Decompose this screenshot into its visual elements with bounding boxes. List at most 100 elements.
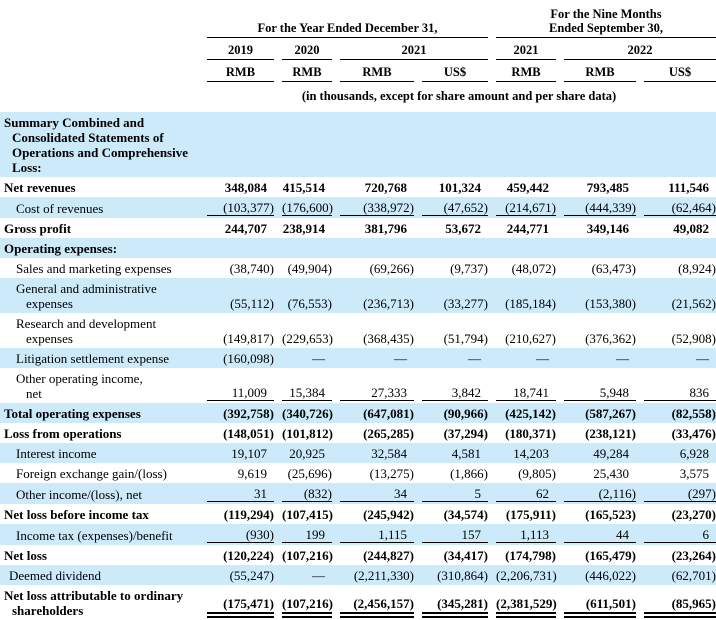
value-cell: (236,713) — [332, 278, 414, 313]
value-cell: (55,247) — [202, 565, 274, 585]
value: (33,277) — [443, 296, 489, 311]
value-cell: (148,051) — [202, 423, 274, 443]
value-cell: (119,294) — [202, 504, 274, 524]
value: (310,864) — [437, 568, 489, 583]
row-label: Income tax (expenses)/benefit — [16, 528, 173, 543]
value: 44 — [616, 527, 630, 542]
value: (153,380) — [585, 296, 637, 311]
value-cell: 25,430 — [556, 463, 636, 483]
header-row-currencies: RMB RMB RMB US$ RMB RMB US$ — [0, 62, 716, 84]
value-cell: (244,827) — [332, 545, 414, 565]
row-label-cell: Cost of revenues — [0, 197, 202, 218]
value: 244,771 — [506, 221, 550, 236]
value: (174,798) — [505, 548, 557, 563]
value-cell: 11,009 — [202, 368, 274, 403]
table-row: Operating expenses: — [0, 238, 716, 258]
value-cell: 720,768 — [332, 177, 414, 197]
value-cell: (2,456,157) — [332, 585, 414, 620]
value-cell: (376,362) — [556, 313, 636, 348]
col-group-header: For the Nine Months Ended September 30, — [496, 7, 716, 38]
value-cell: 381,796 — [332, 218, 414, 238]
value: — — [696, 351, 710, 366]
row-label: Loss from operations — [4, 426, 122, 441]
value-cell: 793,485 — [556, 177, 636, 197]
table-row: Litigation settlement expense (160,098) — —… — [0, 348, 716, 368]
value-cell — [274, 238, 332, 258]
value-cell: 27,333 — [332, 368, 414, 403]
row-label: Research and development expenses — [16, 316, 157, 346]
value: (165,523) — [585, 507, 637, 522]
value-cell: (33,476) — [636, 423, 716, 443]
value-cell: (180,371) — [488, 423, 556, 443]
value-cell: 348,084 — [202, 177, 274, 197]
value: — — [394, 351, 407, 366]
value: (265,285) — [363, 426, 414, 441]
value-cell: 44 — [556, 524, 637, 545]
value: 348,084 — [224, 180, 267, 195]
value-cell: 49,082 — [636, 218, 716, 238]
value: — — [312, 351, 325, 366]
value: (2,456,157) — [353, 596, 414, 611]
value: (25,696) — [287, 466, 332, 481]
table-row: Deemed dividend (55,247) — (2,211,330) (310,… — [0, 565, 716, 585]
value: 349,146 — [586, 221, 630, 236]
value-cell: (90,966) — [414, 403, 489, 423]
row-label-cell: Net loss attributable to ordinary shareh… — [0, 585, 202, 620]
value: (180,371) — [505, 426, 557, 441]
value-cell: (238,121) — [556, 423, 636, 443]
value-cell: (930) — [202, 524, 274, 545]
value-cell: 19,107 — [202, 443, 274, 463]
value-cell: — — [636, 348, 716, 368]
value: 415,514 — [282, 180, 325, 195]
table-row: Research and development expenses (149,81… — [0, 313, 716, 348]
value: (48,072) — [511, 261, 557, 276]
value-cell: (23,270) — [636, 504, 716, 524]
value: (21,562) — [671, 296, 716, 311]
currency-cell: RMB — [332, 62, 414, 84]
value: 459,442 — [506, 180, 550, 195]
currency-header: US$ — [644, 65, 716, 82]
row-label: Summary Combined and Consolidated Statem… — [4, 115, 188, 175]
value-cell: (832) — [274, 483, 332, 504]
value: (368,435) — [363, 331, 414, 346]
value-cell: — — [274, 348, 332, 368]
row-label-cell: Foreign exchange gain/(loss) — [0, 463, 202, 483]
table-row: Cost of revenues (103,377) (176,600) (338,9… — [0, 197, 716, 218]
year-header: 2019 — [207, 43, 274, 60]
value: — — [616, 351, 630, 366]
table-row: Loss from operations (148,051) (101,812) (2… — [0, 423, 716, 443]
value-cell: 199 — [274, 524, 332, 545]
value: (647,081) — [363, 406, 414, 421]
value-cell: (2,206,731) — [488, 565, 557, 585]
value-cell — [414, 112, 489, 177]
row-label: Cost of revenues — [16, 201, 104, 216]
value-cell: (103,377) — [202, 197, 274, 218]
value: (103,377) — [223, 200, 274, 215]
value-cell: (120,224) — [202, 545, 274, 565]
row-label: Deemed dividend — [9, 568, 102, 583]
header-row-years: 2019 2020 2021 2021 2022 — [0, 40, 716, 62]
value-cell: (647,081) — [332, 403, 414, 423]
value-cell: 244,707 — [202, 218, 274, 238]
value: (611,501) — [585, 596, 637, 611]
value: 1,115 — [378, 527, 407, 542]
value-cell: 5,948 — [556, 368, 637, 403]
value-cell: (297) — [636, 483, 716, 504]
value: (229,653) — [282, 331, 333, 346]
currency-cell: RMB — [488, 62, 557, 84]
value: 244,707 — [224, 221, 267, 236]
row-label-cell: Research and development expenses — [0, 313, 202, 348]
value: (1,866) — [450, 466, 489, 481]
table-row: Other income/(loss), net 31 (832) 34 5 62 (2,1… — [0, 483, 716, 504]
value: (85,965) — [671, 596, 716, 611]
value: (120,224) — [223, 548, 274, 563]
currency-header: RMB — [282, 65, 332, 82]
row-label-cell: Gross profit — [0, 218, 202, 238]
table-row: Other operating income, net 11,009 15,384 2… — [0, 368, 716, 403]
value-cell: (48,072) — [488, 258, 556, 278]
value-cell: (9,737) — [414, 258, 488, 278]
value: (930) — [245, 527, 274, 542]
value-cell — [274, 112, 332, 177]
currency-header: US$ — [422, 65, 489, 82]
value-cell: 3,842 — [414, 368, 489, 403]
